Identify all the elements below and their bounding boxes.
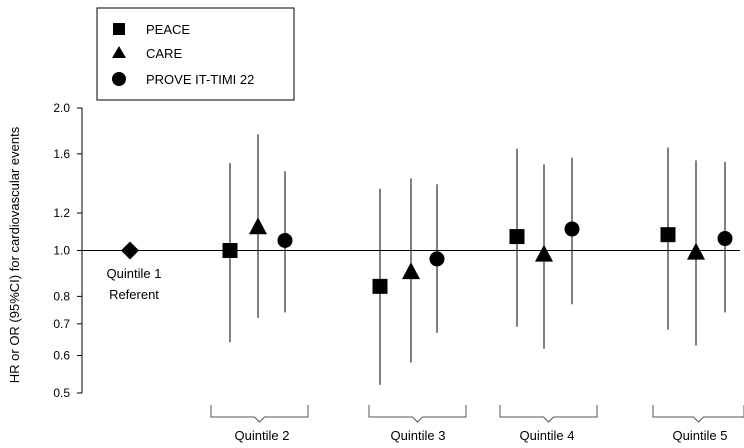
legend-label-care: CARE — [146, 46, 182, 61]
legend: PEACE CARE PROVE IT-TIMI 22 — [96, 7, 295, 101]
peace-square-marker — [509, 229, 525, 245]
prove-it-circle-marker — [717, 231, 733, 247]
group-bracket — [652, 405, 744, 423]
group-bracket — [210, 405, 309, 423]
y-tick-label: 1.6 — [53, 147, 70, 161]
care-triangle-marker — [402, 262, 420, 280]
group-label-quintile-3: Quintile 3 — [391, 428, 446, 443]
legend-label-peace: PEACE — [146, 22, 190, 37]
group-bracket — [499, 405, 598, 423]
y-tick-label: 0.5 — [53, 386, 70, 400]
prove-it-circle-marker — [564, 221, 580, 237]
peace-square-marker — [660, 227, 676, 243]
y-tick-label: 0.6 — [53, 349, 70, 363]
prove-it-circle-marker — [429, 251, 445, 267]
care-triangle-marker — [687, 242, 705, 260]
group-label-quintile-4: Quintile 4 — [520, 428, 575, 443]
group-label-quintile-2: Quintile 2 — [235, 428, 290, 443]
plot-area: 0.5 0.6 0.7 0.8 1.0 1.2 1.6 2.0 — [53, 101, 744, 423]
care-triangle-marker — [249, 217, 267, 235]
prove-it-circle-marker — [277, 232, 293, 248]
y-tick-label: 1.0 — [53, 244, 70, 258]
referent-diamond-marker — [121, 241, 139, 260]
peace-square-marker — [372, 278, 388, 294]
group-bracket — [368, 405, 467, 423]
y-axis-title: HR or OR (95%CI) for cardiovascular even… — [7, 126, 22, 383]
y-tick-label: 2.0 — [53, 101, 70, 115]
y-tick-label: 0.8 — [53, 289, 70, 303]
y-tick-label: 0.7 — [53, 317, 70, 331]
legend-box — [96, 7, 295, 101]
referent-label-line2: Referent — [109, 287, 159, 302]
legend-circle-icon — [112, 72, 126, 86]
legend-square-icon — [113, 23, 125, 35]
care-triangle-marker — [535, 244, 553, 262]
legend-triangle-icon — [112, 46, 126, 58]
peace-square-marker — [222, 243, 238, 258]
legend-label-prove-it: PROVE IT-TIMI 22 — [146, 72, 254, 87]
group-label-quintile-5: Quintile 5 — [673, 428, 728, 443]
referent-label-line1: Quintile 1 — [107, 266, 162, 281]
y-tick-label: 1.2 — [53, 206, 70, 220]
